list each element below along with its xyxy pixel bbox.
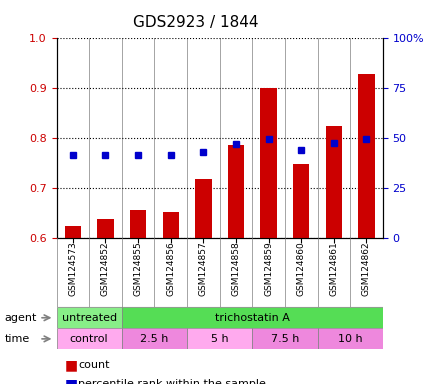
Text: GSM124856: GSM124856 <box>166 242 175 296</box>
Text: agent: agent <box>4 313 36 323</box>
Text: 2.5 h: 2.5 h <box>140 334 168 344</box>
Text: GDS2923 / 1844: GDS2923 / 1844 <box>133 15 258 30</box>
Bar <box>97 219 113 238</box>
FancyBboxPatch shape <box>122 307 382 328</box>
Text: percentile rank within the sample: percentile rank within the sample <box>78 379 266 384</box>
Bar <box>65 225 81 238</box>
Text: GSM124857: GSM124857 <box>198 242 207 296</box>
FancyBboxPatch shape <box>56 307 122 328</box>
Text: GSM124862: GSM124862 <box>361 242 370 296</box>
Text: time: time <box>4 334 30 344</box>
FancyBboxPatch shape <box>317 328 382 349</box>
Text: 7.5 h: 7.5 h <box>270 334 299 344</box>
Text: count: count <box>78 360 109 370</box>
Bar <box>195 179 211 238</box>
Text: GSM124852: GSM124852 <box>101 242 110 296</box>
Bar <box>358 74 374 238</box>
Text: GSM124861: GSM124861 <box>329 242 338 296</box>
FancyBboxPatch shape <box>252 328 317 349</box>
Text: GSM124859: GSM124859 <box>263 242 273 296</box>
Text: ■: ■ <box>65 358 78 372</box>
Text: control: control <box>70 334 108 344</box>
Bar <box>227 145 243 238</box>
Bar <box>162 212 178 238</box>
Text: GSM124573: GSM124573 <box>68 242 77 296</box>
Text: trichostatin A: trichostatin A <box>214 313 289 323</box>
Bar <box>260 88 276 238</box>
Text: ■: ■ <box>65 377 78 384</box>
FancyBboxPatch shape <box>122 328 187 349</box>
Bar <box>130 210 146 238</box>
Text: untreated: untreated <box>62 313 116 323</box>
Bar <box>325 126 341 238</box>
Text: GSM124858: GSM124858 <box>231 242 240 296</box>
Text: GSM124855: GSM124855 <box>133 242 142 296</box>
Bar <box>293 164 309 238</box>
Text: 10 h: 10 h <box>337 334 362 344</box>
FancyBboxPatch shape <box>56 328 122 349</box>
FancyBboxPatch shape <box>187 328 252 349</box>
Text: GSM124860: GSM124860 <box>296 242 305 296</box>
Text: 5 h: 5 h <box>210 334 228 344</box>
